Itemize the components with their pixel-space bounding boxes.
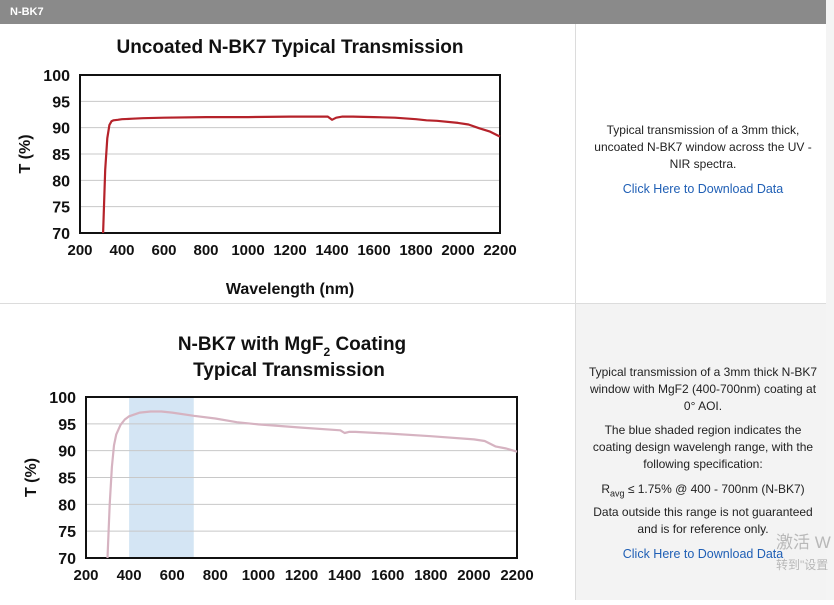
x-tick-label: 1200 bbox=[285, 567, 318, 584]
x-tick-label: 200 bbox=[67, 242, 92, 259]
plot-frame bbox=[79, 74, 501, 234]
x-tick-label: 400 bbox=[117, 567, 142, 584]
uncoated-info-cell: Typical transmission of a 3mm thick, unc… bbox=[575, 24, 826, 303]
title-subscript: 2 bbox=[323, 345, 330, 359]
y-tick-label: 85 bbox=[52, 147, 70, 164]
section-header-title: N-BK7 bbox=[10, 6, 44, 18]
x-tick-label: 200 bbox=[73, 567, 98, 584]
y-tick-label: 90 bbox=[58, 444, 76, 461]
uncoated-description: Typical transmission of a 3mm thick, unc… bbox=[594, 123, 812, 171]
x-tick-label: 2200 bbox=[500, 567, 533, 584]
coated-row: N-BK7 with MgF2 Coating Typical Transmiss… bbox=[0, 304, 826, 600]
title-part-end: Coating bbox=[330, 334, 406, 355]
y-tick-label: 100 bbox=[43, 68, 70, 85]
chart-title-line1: N-BK7 with MgF2 Coating bbox=[178, 334, 406, 359]
y-tick-label: 95 bbox=[52, 94, 70, 111]
y-axis-label: T (%) bbox=[17, 134, 34, 173]
scrollbar-track[interactable] bbox=[826, 0, 834, 600]
uncoated-row: Uncoated N-BK7 Typical Transmission 70 75 8… bbox=[0, 24, 826, 304]
y-tick-label: 80 bbox=[52, 173, 70, 190]
x-tick-label: 1200 bbox=[273, 242, 306, 259]
y-axis-label: T (%) bbox=[23, 458, 40, 497]
y-tick-label: 70 bbox=[58, 551, 76, 568]
x-tick-label: 1400 bbox=[328, 567, 361, 584]
transmission-series-line bbox=[102, 115, 501, 234]
x-tick-label: 2000 bbox=[457, 567, 490, 584]
y-tick-label: 90 bbox=[52, 121, 70, 138]
x-axis-label: Wavelength (nm) bbox=[226, 281, 354, 298]
x-tick-label: 600 bbox=[151, 242, 176, 259]
coated-spec: Ravg ≤ 1.75% @ 400 - 700nm (N-BK7) bbox=[586, 481, 820, 502]
y-tick-label: 80 bbox=[58, 497, 76, 514]
y-tick-label: 95 bbox=[58, 417, 76, 434]
x-tick-label: 2000 bbox=[441, 242, 474, 259]
x-tick-label: 2200 bbox=[483, 242, 516, 259]
chart-title: Uncoated N-BK7 Typical Transmission bbox=[116, 37, 463, 58]
y-tick-label: 75 bbox=[52, 200, 70, 217]
activation-watermark-sub: 转到"设置 bbox=[776, 558, 829, 572]
coated-disclaimer: Data outside this range is not guarantee… bbox=[593, 505, 813, 536]
plot-frame bbox=[85, 396, 518, 559]
spec-rest: ≤ 1.75% @ 400 - 700nm (N-BK7) bbox=[624, 482, 805, 496]
x-tick-label: 400 bbox=[109, 242, 134, 259]
coated-chart-cell: N-BK7 with MgF2 Coating Typical Transmiss… bbox=[0, 304, 575, 600]
section-header: N-BK7 bbox=[0, 0, 826, 24]
y-tick-label: 100 bbox=[49, 390, 76, 407]
uncoated-chart-cell: Uncoated N-BK7 Typical Transmission 70 75 8… bbox=[0, 24, 575, 303]
x-tick-label: 800 bbox=[203, 567, 228, 584]
x-tick-label: 1400 bbox=[315, 242, 348, 259]
x-tick-label: 1800 bbox=[414, 567, 447, 584]
chart-title-line2: Typical Transmission bbox=[193, 360, 385, 381]
transmission-series-line bbox=[106, 410, 518, 559]
y-tick-label: 85 bbox=[58, 471, 76, 488]
x-tick-label: 800 bbox=[193, 242, 218, 259]
x-tick-label: 1000 bbox=[242, 567, 275, 584]
coated-info-cell: Typical transmission of a 3mm thick N-BK… bbox=[575, 304, 826, 600]
uncoated-download-link[interactable]: Click Here to Download Data bbox=[622, 182, 784, 196]
coated-shading-note: The blue shaded region indicates the coa… bbox=[592, 423, 814, 471]
spec-sub: avg bbox=[609, 488, 625, 499]
title-part: N-BK7 with MgF bbox=[178, 334, 324, 355]
x-tick-label: 1000 bbox=[231, 242, 264, 259]
coated-description: Typical transmission of a 3mm thick N-BK… bbox=[588, 365, 818, 413]
x-tick-label: 1600 bbox=[371, 567, 404, 584]
y-tick-label: 70 bbox=[52, 226, 70, 243]
y-tick-label: 75 bbox=[58, 524, 76, 541]
activation-watermark: 激活 W bbox=[776, 533, 831, 552]
coated-download-link[interactable]: Click Here to Download Data bbox=[622, 547, 784, 561]
x-tick-label: 1600 bbox=[357, 242, 390, 259]
uncoated-transmission-chart: Uncoated N-BK7 Typical Transmission 70 75 8… bbox=[17, 37, 517, 298]
x-tick-label: 600 bbox=[160, 567, 185, 584]
spec-r: R bbox=[601, 482, 610, 496]
x-tick-label: 1800 bbox=[399, 242, 432, 259]
